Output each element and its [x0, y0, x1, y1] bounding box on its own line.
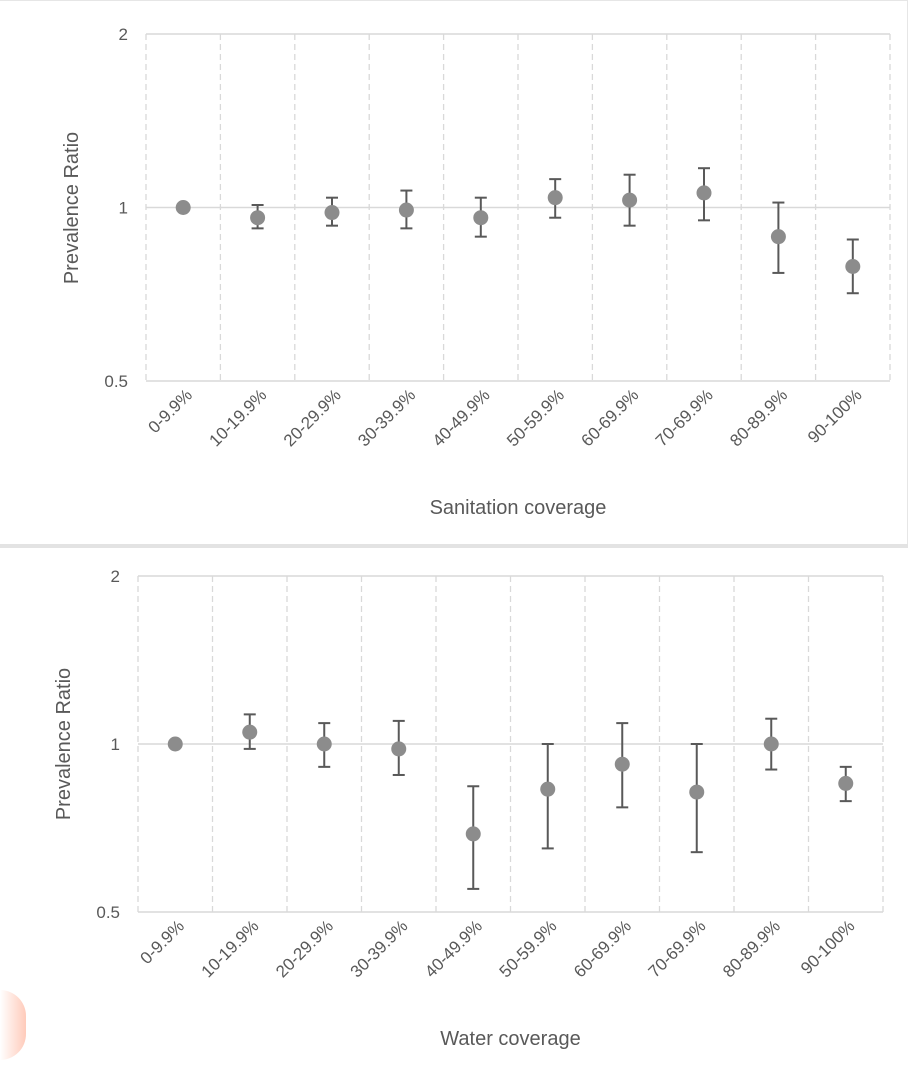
x-tick-label: 40-49.9%	[429, 385, 494, 450]
x-tick-label: 10-19.9%	[206, 385, 271, 450]
x-tick-label: 0-9.9%	[144, 385, 196, 437]
data-point	[391, 741, 407, 757]
x-axis-label: Water coverage	[440, 1028, 580, 1050]
decorative-accent	[0, 990, 26, 1060]
data-point	[398, 202, 414, 218]
data-point	[770, 229, 786, 245]
data-point	[614, 756, 630, 772]
data-point	[622, 192, 638, 208]
x-tick-label: 0-9.9%	[137, 916, 189, 968]
water-chart: 0.5 1 2 Prevalence Ratio 0-9.9% 10-19.9% 20-29…	[53, 567, 884, 1050]
data-point	[473, 210, 489, 226]
x-tick-label: 50-59.9%	[496, 916, 561, 981]
x-axis-label: Sanitation coverage	[430, 497, 607, 519]
data-point	[763, 736, 779, 752]
x-tick-label: 70-69.9%	[645, 916, 710, 981]
data-point	[175, 200, 191, 215]
water-chart-panel: 0.5 1 2 Prevalence Ratio 0-9.9% 10-19.9% 20-29…	[0, 548, 908, 1080]
data-point	[547, 190, 563, 206]
x-tick-label: 60-69.9%	[570, 916, 635, 981]
data-point	[838, 775, 854, 791]
x-tick-label: 60-69.9%	[578, 385, 643, 450]
data-point	[242, 724, 258, 740]
data-point	[696, 185, 712, 201]
sanitation-chart: 0.5 1 2 Prevalence Ratio 0-9.9% 10-19.9% 20-29…	[61, 25, 891, 519]
x-tick-label: 10-19.9%	[198, 916, 263, 981]
y-tick-label: 1	[111, 735, 120, 754]
x-tick-label: 90-100%	[804, 385, 866, 447]
panel-divider	[0, 544, 908, 548]
sanitation-chart-panel: 0.5 1 2 Prevalence Ratio 0-9.9% 10-19.9% 20-29…	[0, 0, 908, 544]
data-point	[845, 259, 861, 275]
y-tick-label: 0.5	[96, 903, 120, 922]
data-point	[465, 826, 481, 842]
data-point	[689, 784, 705, 800]
y-tick-label: 2	[111, 567, 120, 586]
y-tick-label: 1	[119, 199, 128, 218]
x-tick-label: 70-69.9%	[652, 385, 717, 450]
data-point	[324, 205, 340, 221]
x-tick-label: 40-49.9%	[421, 916, 486, 981]
y-tick-label: 2	[119, 25, 128, 44]
data-point	[250, 210, 266, 226]
data-point	[167, 736, 183, 752]
y-axis-label: Prevalence Ratio	[53, 668, 75, 820]
x-tick-label: 90-100%	[797, 916, 859, 978]
x-tick-label: 30-39.9%	[354, 385, 419, 450]
x-tick-label: 50-59.9%	[503, 385, 568, 450]
y-axis-label: Prevalence Ratio	[61, 132, 83, 284]
x-tick-label: 20-29.9%	[280, 385, 345, 450]
x-tick-label: 30-39.9%	[347, 916, 412, 981]
data-point	[316, 736, 332, 752]
x-tick-label: 80-89.9%	[726, 385, 791, 450]
x-tick-label: 80-89.9%	[719, 916, 784, 981]
x-tick-label: 20-29.9%	[272, 916, 337, 981]
data-point	[540, 781, 556, 797]
y-tick-label: 0.5	[104, 372, 128, 391]
